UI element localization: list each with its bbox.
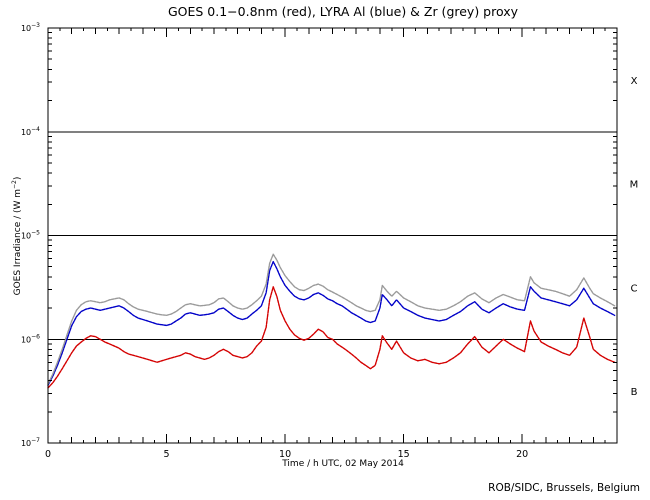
y-tick-label: 10−4 xyxy=(21,126,40,137)
flare-class-label-x: X xyxy=(631,76,638,87)
x-tick-label: 10 xyxy=(279,449,291,460)
data-series-line-2 xyxy=(47,253,616,385)
y-tick-label: 10−6 xyxy=(21,333,40,344)
flare-class-label-b: B xyxy=(631,387,638,398)
x-tick-label: 15 xyxy=(398,449,410,460)
credit-label: ROB/SIDC, Brussels, Belgium xyxy=(488,482,640,494)
x-tick-label: 20 xyxy=(516,449,528,460)
y-axis-title-main: GOES Irradiance / (W m xyxy=(13,189,23,295)
data-series-line-0 xyxy=(47,286,616,389)
x-axis-title: Time / h UTC, 02 May 2014 xyxy=(281,459,404,469)
flare-class-label-m: M xyxy=(630,180,639,191)
y-axis-title-exponent: −2 xyxy=(11,180,18,189)
chart-title: GOES 0.1−0.8nm (red), LYRA Al (blue) & Z… xyxy=(168,4,519,19)
svg-text:GOES Irradiance / (W m−2): GOES Irradiance / (W m−2) xyxy=(11,177,23,296)
y-tick-label: 10−5 xyxy=(21,230,40,241)
x-tick-label: 5 xyxy=(164,449,170,460)
data-series-line-1 xyxy=(47,260,616,386)
y-axis-title: GOES Irradiance / (W m−2) xyxy=(11,177,23,296)
y-tick-label: 10−3 xyxy=(21,22,40,33)
data-series-group xyxy=(47,253,616,389)
axis-ticks-group xyxy=(47,27,618,444)
y-tick-label: 10−7 xyxy=(21,437,40,448)
x-tick-label: 0 xyxy=(45,449,51,460)
y-axis-title-close: ) xyxy=(13,177,23,181)
flare-class-label-c: C xyxy=(631,283,638,294)
axis-labels-group: 10−3 10−4 10−5 10−6 10−7 0 5 10 15 20 B C M X xyxy=(21,22,638,460)
